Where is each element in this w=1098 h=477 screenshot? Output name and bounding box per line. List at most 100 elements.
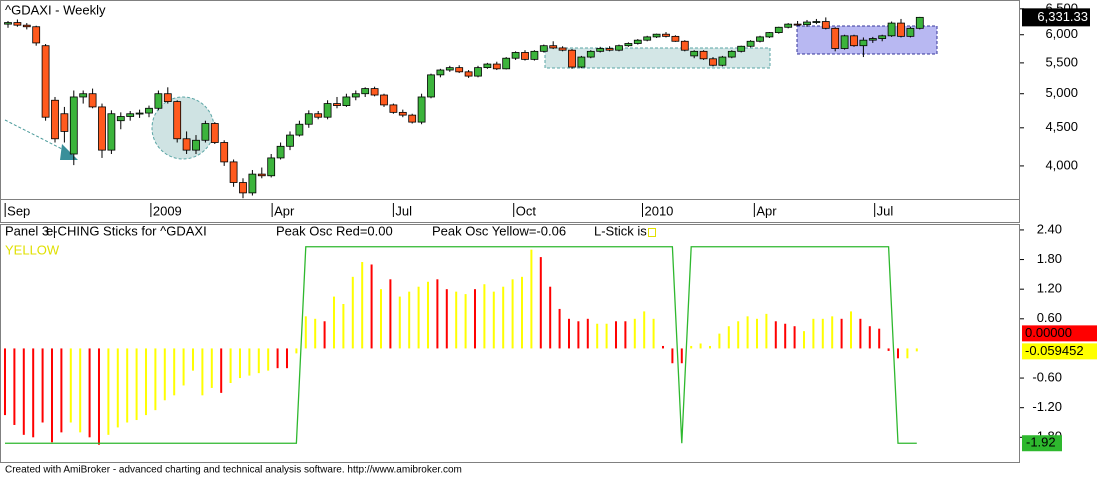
candle-body [182,138,191,151]
candle-body [267,157,276,177]
oscillator-bar [370,264,373,349]
oscillator-bar [896,348,899,359]
y-tick-label: 5,500 [1045,54,1078,69]
oscillator-bar [361,262,364,349]
panel-label: Panel 3 | [5,223,56,238]
peak-red: Peak Osc Red=0.00 [276,223,393,238]
oscillator-bar [765,313,768,349]
oscillator-bar [154,348,157,411]
oscillator-bar [69,348,72,423]
candle-body [98,106,106,151]
oscillator-bar [727,326,730,349]
oscillator-bar [558,308,561,349]
candle-body [389,104,398,113]
oscillator-bar [60,348,63,433]
oscillator-bar [802,331,805,349]
oscillator-bar [614,321,617,349]
x-tick-label: 2010 [644,203,673,218]
oscillator-bar [201,348,204,396]
candle-body [605,48,614,51]
candle-body [840,35,849,49]
oscillator-bar [314,318,317,349]
candle-body [239,182,247,194]
oscillator-bar [79,348,82,433]
candle-body [286,134,294,147]
oscillator-bar [596,323,599,349]
oscillator-bar [455,291,458,349]
oscillator-bar [88,348,91,438]
candle-body [577,56,586,68]
oscillator-bar [276,348,279,369]
last-value-label: 0.00000 [1025,325,1072,340]
oscillator-bar [605,323,608,349]
candle-body [398,111,407,116]
candle-body [333,103,341,106]
oscillator-bar [379,289,382,349]
candle-body [906,27,915,37]
candle-body [163,93,172,102]
oscillator-bar [793,326,796,349]
oscillator-bar [285,348,288,369]
candle-body [51,99,59,140]
last-value-box [1022,8,1090,27]
oscillator-bar [643,311,646,349]
oscillator-bar [708,345,711,349]
candle-body [455,67,464,73]
candle-body [521,52,529,60]
oscillator-bar [116,348,119,428]
candle-body [135,112,144,115]
oscillator-bar [746,316,749,349]
oscillator-bar [859,318,862,349]
candle-body [765,32,774,38]
oscillator-bar [680,348,683,364]
candle-body [380,94,388,106]
footer: Created with AmiBroker - advanced charti… [5,465,462,476]
oscillator-bar [32,348,35,438]
candle-body [868,38,877,41]
candle-body [812,21,821,23]
lstick-label: L-Stick is [594,223,647,238]
oscillator-bar [257,348,260,374]
candle-body [116,116,125,122]
candle-body [915,16,924,29]
candle-body [878,35,887,39]
candle-body [821,21,830,29]
oscillator-bar [445,289,448,349]
oscillator-bar [389,279,392,349]
oscillator-bar [398,296,401,349]
candle-body [793,23,802,26]
last-value-box [1022,343,1097,360]
candle-body [850,35,858,47]
candle-body [859,39,868,47]
candle-body [633,39,642,44]
x-tick-label: Jul [395,203,412,218]
oscillator-bar [351,276,354,349]
candle-body [699,50,708,60]
oscillator-bar [248,348,251,376]
oscillator-bar [436,279,439,349]
line-value-label: -1.92 [1026,435,1056,450]
peak-yellow: Peak Osc Yellow=-0.06 [432,223,566,238]
candle-body [774,26,783,33]
lstick-swatch [648,228,656,237]
candle-body [737,45,746,52]
candle-body [502,57,511,70]
oscillator-bar [238,348,241,379]
oscillator-panel [0,224,1020,463]
oscillator-bar [652,318,655,349]
oscillator-bar [849,311,852,349]
candle-body [690,50,699,57]
oscillator-bar [812,318,815,349]
candle-body [229,161,238,183]
candle-body [746,40,755,47]
candle-body [887,22,896,37]
candle-body [539,45,548,52]
oscillator-bar [887,348,890,351]
candle-body [126,113,135,117]
oscillator-bar [633,318,636,349]
oscillator-bar [97,348,100,445]
oscillator-bar [220,348,223,393]
oscillator-bar [483,284,486,349]
candle-body [831,27,840,49]
x-tick-label: Apr [756,203,777,218]
